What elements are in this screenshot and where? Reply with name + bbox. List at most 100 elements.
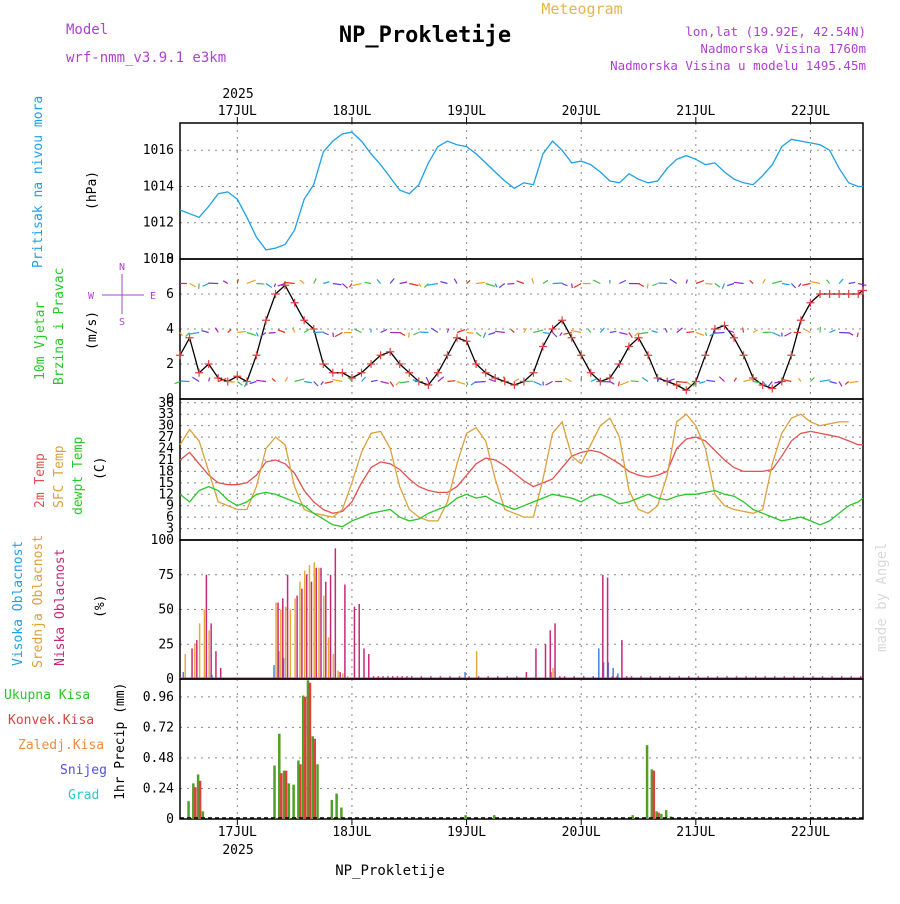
bar-niska	[621, 640, 623, 679]
legend-snow: Snijeg	[60, 763, 107, 778]
y-tick-label: 4	[166, 322, 174, 337]
y-tick-label: 100	[151, 533, 174, 548]
bar-srednja	[476, 651, 478, 679]
y-tick-label: 75	[158, 568, 174, 583]
y-tick-label: 0	[166, 812, 174, 827]
bar-niska	[607, 578, 609, 679]
x-tick-label-bottom: 21JUL	[676, 825, 715, 840]
bar-ukupna-kisa	[316, 764, 319, 819]
bar-niska	[206, 575, 208, 679]
bar-ukupna-kisa	[331, 800, 334, 819]
y-tick-label: 1012	[143, 216, 174, 231]
x-tick-label-top: 18JUL	[332, 104, 371, 119]
bar-ukupna-kisa	[187, 801, 190, 819]
bar-niska	[220, 668, 222, 679]
pressure-axis-label: Pritisak na nivou mora	[31, 96, 46, 268]
temp-dewpt-label: dewpt Temp	[71, 437, 86, 515]
legend-freezing-rain: Zaledj.Kisa	[18, 738, 104, 753]
x-tick-label-bottom: 22JUL	[791, 825, 830, 840]
bar-srednja	[294, 598, 296, 679]
bar-niska	[368, 654, 370, 679]
cloud-high-label: Visoka Oblacnost	[11, 541, 26, 666]
wind-unit-label: (m/s)	[85, 311, 100, 350]
bar-srednja	[323, 596, 325, 679]
model-name: wrf-nmm_v3.9.1 e3km	[66, 50, 226, 66]
wind-direction-arrow	[228, 382, 235, 383]
bar-srednja	[208, 630, 210, 679]
bar-niska	[358, 604, 360, 679]
bar-niska	[277, 603, 279, 679]
bar-visoka	[598, 648, 600, 679]
pressure-unit-label: (hPa)	[85, 171, 100, 210]
wind-direction-arrow	[686, 332, 694, 333]
x-tick-label-top: 22JUL	[791, 104, 830, 119]
meteogram-label: Meteogram	[541, 0, 622, 18]
wind-direction-arrow	[333, 333, 334, 337]
y-tick-label: 2	[166, 357, 174, 372]
precip-unit-label: 1hr Precip (mm)	[113, 683, 128, 800]
bar-ukupna-kisa	[335, 794, 338, 819]
bar-konvek-kisa	[194, 787, 197, 819]
bar-niska	[306, 575, 308, 679]
bar-ukupna-kisa	[273, 766, 276, 819]
bar-niska	[344, 584, 346, 679]
bar-konvek-kisa	[313, 739, 316, 819]
wind-direction-arrow	[507, 284, 514, 285]
bar-niska	[554, 623, 556, 679]
wind-direction-arrow	[714, 333, 725, 334]
station-elevation: Nadmorska Visina 1760m	[700, 41, 866, 56]
bar-srednja	[285, 607, 287, 679]
bar-srednja	[185, 654, 187, 679]
compass-n: N	[119, 262, 125, 273]
bar-niska	[196, 640, 198, 679]
wind-direction-arrow	[447, 381, 455, 382]
y-tick-label: 25	[158, 637, 174, 652]
wind-direction-arrow	[269, 333, 276, 334]
bar-niska	[215, 651, 217, 679]
y-tick-label: 0.24	[143, 781, 174, 796]
cloud-mid-label: Srednja Oblacnost	[31, 535, 46, 668]
x-tick-label-bottom: 20JUL	[562, 825, 601, 840]
bar-niska	[550, 630, 552, 679]
bar-srednja	[552, 668, 554, 679]
y-tick-label: 1014	[143, 179, 174, 194]
bar-niska	[191, 648, 193, 679]
year-label-bottom: 2025	[222, 843, 253, 858]
bar-ukupna-kisa	[288, 783, 291, 819]
bar-srednja	[194, 644, 196, 679]
bar-ukupna-kisa	[464, 815, 467, 819]
compass-w: W	[88, 291, 95, 302]
x-tick-label-top: 21JUL	[676, 104, 715, 119]
cloud-unit-label: (%)	[93, 595, 108, 618]
bar-niska	[545, 644, 547, 679]
y-tick-label: 0.48	[143, 751, 174, 766]
bar-konvek-kisa	[653, 771, 656, 819]
temp-sfc-label: SFC Temp	[52, 445, 67, 508]
wind-axis-label-2: Brzina i Pravac	[52, 268, 67, 385]
bar-visoka	[273, 665, 275, 679]
bar-niska	[335, 548, 337, 679]
wind-direction-arrow	[314, 332, 324, 333]
bar-konvek-kisa	[199, 781, 202, 819]
bar-srednja	[304, 571, 306, 679]
location-lonlat: lon,lat (19.92E, 42.54N)	[685, 24, 866, 39]
bar-srednja	[204, 610, 206, 680]
y-tick-label: 36	[158, 396, 174, 411]
model-elevation: Nadmorska Visina u modelu 1495.45m	[610, 58, 866, 73]
bar-niska	[311, 582, 313, 679]
chart-title: NP_Prokletije	[339, 23, 511, 48]
bar-niska	[602, 575, 604, 679]
x-tick-label-bottom: 19JUL	[447, 825, 486, 840]
wind-direction-arrow	[647, 284, 648, 289]
legend-hail: Grad	[68, 788, 99, 803]
bar-konvek-kisa	[299, 764, 302, 819]
wind-direction-arrow	[572, 284, 573, 288]
y-tick-label: 8	[166, 252, 174, 267]
y-tick-label: 6	[166, 287, 174, 302]
wind-direction-arrow	[631, 381, 639, 382]
bar-ukupna-kisa	[660, 814, 663, 819]
model-label: Model	[66, 22, 108, 38]
bar-niska	[287, 575, 289, 679]
